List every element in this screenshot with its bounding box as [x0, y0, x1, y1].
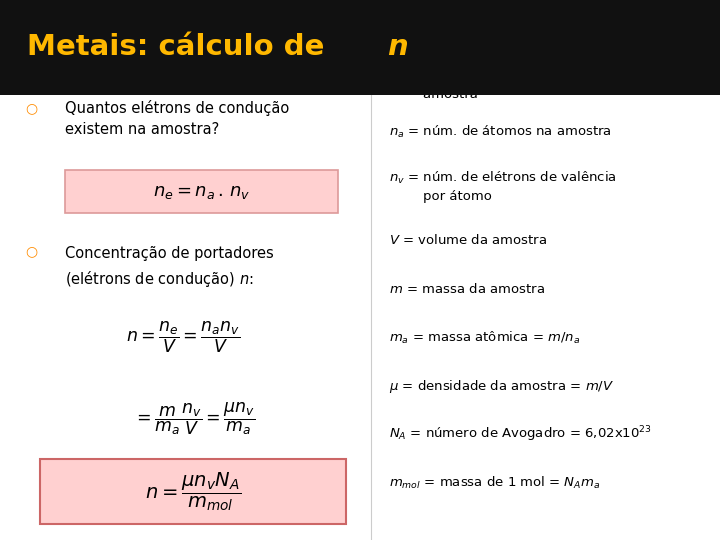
- FancyBboxPatch shape: [40, 459, 346, 524]
- Text: $V$ = volume da amostra: $V$ = volume da amostra: [389, 233, 547, 247]
- Text: $N_A$ = número de Avogadro = 6,02x10$^{23}$: $N_A$ = número de Avogadro = 6,02x10$^{2…: [389, 425, 652, 444]
- Text: $n = \dfrac{\mu n_v N_A}{m_{mol}}$: $n = \dfrac{\mu n_v N_A}{m_{mol}}$: [145, 470, 240, 512]
- Text: ○: ○: [25, 244, 37, 258]
- Text: $n_a$ = núm. de átomos na amostra: $n_a$ = núm. de átomos na amostra: [389, 124, 611, 140]
- Text: $n_e = n_a \,.\, n_v$: $n_e = n_a \,.\, n_v$: [153, 183, 251, 201]
- Text: $m$ = massa da amostra: $m$ = massa da amostra: [389, 282, 545, 296]
- FancyBboxPatch shape: [65, 170, 338, 213]
- Text: Concentração de portadores
(elétrons de condução) $n$:: Concentração de portadores (elétrons de …: [65, 246, 274, 289]
- Text: $n = \dfrac{n_e}{V} = \dfrac{n_a n_v}{V}$: $n = \dfrac{n_e}{V} = \dfrac{n_a n_v}{V}…: [126, 320, 241, 355]
- Text: Metais: cálculo de: Metais: cálculo de: [27, 33, 335, 61]
- Text: Quantos elétrons de condução
existem na amostra?: Quantos elétrons de condução existem na …: [65, 100, 289, 138]
- Bar: [0, 0, 720, 94]
- Text: $m_a$ = massa atômica = $\mathit{m} / \mathit{n_a}$: $m_a$ = massa atômica = $\mathit{m} / \m…: [389, 329, 580, 346]
- Text: $m_{mol}$ = massa de 1 mol = $N_A m_a$: $m_{mol}$ = massa de 1 mol = $N_A m_a$: [389, 475, 600, 491]
- Text: $\mu$ = densidade da amostra = $\mathit{m} / \mathit{V}$: $\mu$ = densidade da amostra = $\mathit{…: [389, 377, 614, 395]
- Text: ○: ○: [25, 101, 37, 115]
- Text: n: n: [387, 33, 408, 61]
- Text: $n_e$ = núm. de elétrons de condução na
        amostra: $n_e$ = núm. de elétrons de condução na …: [389, 67, 647, 100]
- Text: $n_v$ = núm. de elétrons de valência
        por átomo: $n_v$ = núm. de elétrons de valência por…: [389, 170, 616, 203]
- Text: $= \dfrac{m}{m_a} \dfrac{n_v}{V} = \dfrac{\mu n_v}{m_a}$: $= \dfrac{m}{m_a} \dfrac{n_v}{V} = \dfra…: [133, 400, 256, 437]
